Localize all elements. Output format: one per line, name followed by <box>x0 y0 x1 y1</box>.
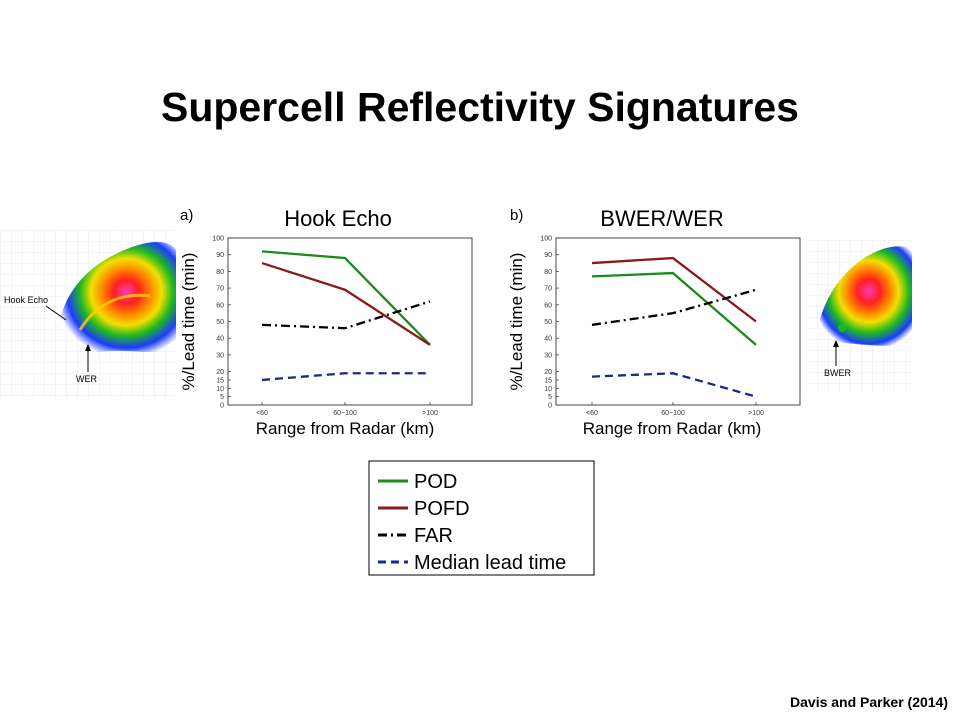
x-tick-label: 60−100 <box>661 410 685 417</box>
radar-label-hook-echo: Hook Echo <box>4 295 48 305</box>
x-tick-label: 60−100 <box>333 410 357 417</box>
series-line-median-lead-time <box>261 372 430 382</box>
series-line-pod <box>261 250 431 346</box>
y-tick-label: 100 <box>540 236 552 243</box>
x-axis-label: Range from Radar (km) <box>583 419 762 438</box>
y-axis-label: %/Lead time (min) <box>507 253 526 391</box>
legend-label: Median lead time <box>414 552 566 574</box>
y-tick-label: 30 <box>544 352 552 359</box>
y-tick-label: 20 <box>216 369 224 376</box>
x-tick-label: <60 <box>586 410 598 417</box>
y-tick-label: 80 <box>544 269 552 276</box>
radar-label-wer: WER <box>76 374 97 384</box>
series-line-median-lead-time <box>591 372 757 398</box>
y-tick-label: 0 <box>220 403 224 410</box>
slide-title: Supercell Reflectivity Signatures <box>160 84 799 130</box>
y-tick-label: 40 <box>544 336 552 343</box>
y-tick-label: 70 <box>544 286 552 293</box>
y-tick-label: 5 <box>548 394 552 401</box>
legend: POD POFD FAR Median lead time <box>368 460 595 576</box>
y-tick-label: 70 <box>216 286 224 293</box>
x-tick-label: >100 <box>748 410 764 417</box>
chart-title: Hook Echo <box>284 206 392 231</box>
y-tick-label: 0 <box>548 403 552 410</box>
y-tick-label: 90 <box>216 252 224 259</box>
series-line-far <box>261 300 431 330</box>
y-tick-label: 15 <box>216 377 224 384</box>
legend-label: POD <box>414 471 457 493</box>
y-tick-label: 50 <box>544 319 552 326</box>
series-line-pod <box>591 271 757 346</box>
panel-label: a) <box>180 207 193 224</box>
y-tick-label: 40 <box>216 336 224 343</box>
chart-panel-bwer-wer: b) BWER/WER %/Lead time (min) Range from Ra… <box>507 206 801 438</box>
y-tick-label: 10 <box>216 386 224 393</box>
y-tick-label: 100 <box>212 236 224 243</box>
chart-title: BWER/WER <box>600 206 723 231</box>
y-tick-label: 15 <box>544 377 552 384</box>
series-line-far <box>591 288 757 326</box>
series-line-pofd <box>261 261 431 346</box>
y-tick-label: 60 <box>216 302 224 309</box>
chart-panel-hook-echo: a) Hook Echo %/Lead time (min) Range from R… <box>179 206 473 438</box>
y-axis-label: %/Lead time (min) <box>179 253 198 391</box>
radar-label-bwer: BWER <box>824 368 852 378</box>
panel-label: b) <box>510 207 523 224</box>
y-tick-label: 50 <box>216 319 224 326</box>
y-tick-label: 20 <box>544 369 552 376</box>
x-tick-label: >100 <box>422 410 438 417</box>
citation: Davis and Parker (2014) <box>790 694 948 710</box>
legend-label: POFD <box>414 498 470 520</box>
y-tick-label: 80 <box>216 269 224 276</box>
x-tick-label: <60 <box>256 410 268 417</box>
y-tick-label: 30 <box>216 352 224 359</box>
y-tick-label: 60 <box>544 302 552 309</box>
radar-image-bwer: BWER <box>806 240 912 394</box>
y-tick-label: 5 <box>220 394 224 401</box>
legend-label: FAR <box>414 525 453 547</box>
x-axis-label: Range from Radar (km) <box>256 419 435 438</box>
series-line-pofd <box>591 256 757 323</box>
radar-image-hook-echo: Hook Echo WER <box>0 230 176 398</box>
y-tick-label: 10 <box>544 386 552 393</box>
y-tick-label: 90 <box>544 252 552 259</box>
